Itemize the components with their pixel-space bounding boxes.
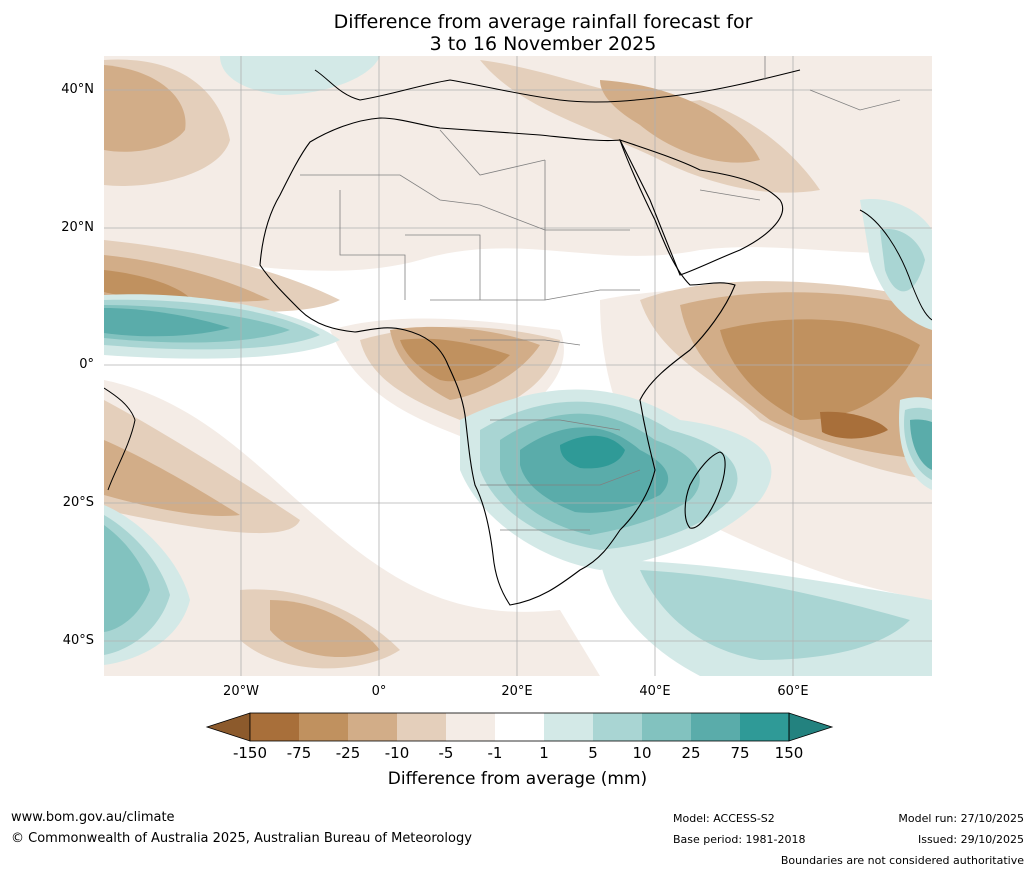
colorbar-tick-label: -150 [232,744,268,762]
colorbar-tick-label: 150 [774,744,804,762]
colorbar-tick-label: -10 [384,744,410,762]
colorbar-tick-label: -75 [286,744,312,762]
wet-anomaly-extreme [560,435,625,469]
wet-anomaly-very-strong [104,308,932,513]
colorbar-segment [250,713,299,741]
arabia-coastline [618,139,783,276]
colorbar-segment [446,713,495,741]
lon-label-20e: 20°E [501,684,533,699]
south-america-coastline [104,387,136,491]
lat-label-20n: 20°N [61,220,94,235]
colorbar-segment [348,713,397,741]
lat-label-0: 0° [79,357,94,372]
dry-anomaly-extreme [820,411,888,439]
lat-label-20s: 20°S [62,495,94,510]
africa-coastline [259,117,736,606]
footer-model: Model: ACCESS-S2 [673,812,775,825]
lat-label-40s: 40°S [62,633,94,648]
colorbar-tick-label: 1 [539,744,549,762]
colorbar-segment [544,713,593,741]
lon-label-60e: 60°E [777,684,809,699]
lat-label-40n: 40°N [61,82,94,97]
colorbar-segment [593,713,642,741]
colorbar-under-arrow [205,712,251,742]
colorbar [205,712,834,742]
colorbar-segment [495,713,544,741]
lon-label-0: 0° [371,684,387,699]
colorbar-tick-label: -1 [487,744,503,762]
dry-anomaly-very-strong [104,270,920,420]
gridlines [104,56,932,676]
colorbar-tick-label: 25 [681,744,701,762]
footer-issued: Issued: 29/10/2025 [917,833,1024,846]
colorbar-tick-label: 5 [588,744,598,762]
madagascar-coastline [684,451,726,529]
colorbar-tick-label: -25 [335,744,361,762]
colorbar-label: Difference from average (mm) [387,769,648,789]
colorbar-frame [249,712,790,742]
colorbar-segment [740,713,789,741]
footer-base-period: Base period: 1981-2018 [673,833,806,846]
footer-website: www.bom.gov.au/climate [11,810,175,825]
rainfall-map [104,56,932,676]
colorbar-tick-label: 10 [632,744,652,762]
colorbar-tick-label: 75 [730,744,750,762]
colorbar-over-arrow [788,712,834,742]
colorbar-segment [397,713,446,741]
colorbar-segment [299,713,348,741]
lon-label-20w: 20°W [223,684,259,699]
lon-label-40e: 40°E [639,684,671,699]
europe-coastline [314,69,801,103]
colorbar-segment [642,713,691,741]
map-title-line1: Difference from average rainfall forecas… [333,11,753,33]
footer-disclaimer: Boundaries are not considered authoritat… [780,854,1024,867]
footer-model-run: Model run: 27/10/2025 [898,812,1024,825]
colorbar-tick-label: -5 [438,744,454,762]
country-borders [300,56,901,531]
india-coastline [859,209,932,321]
footer-copyright: © Commonwealth of Australia 2025, Austra… [11,831,472,846]
colorbar-segment [691,713,740,741]
map-title-line2: 3 to 16 November 2025 [429,33,657,55]
